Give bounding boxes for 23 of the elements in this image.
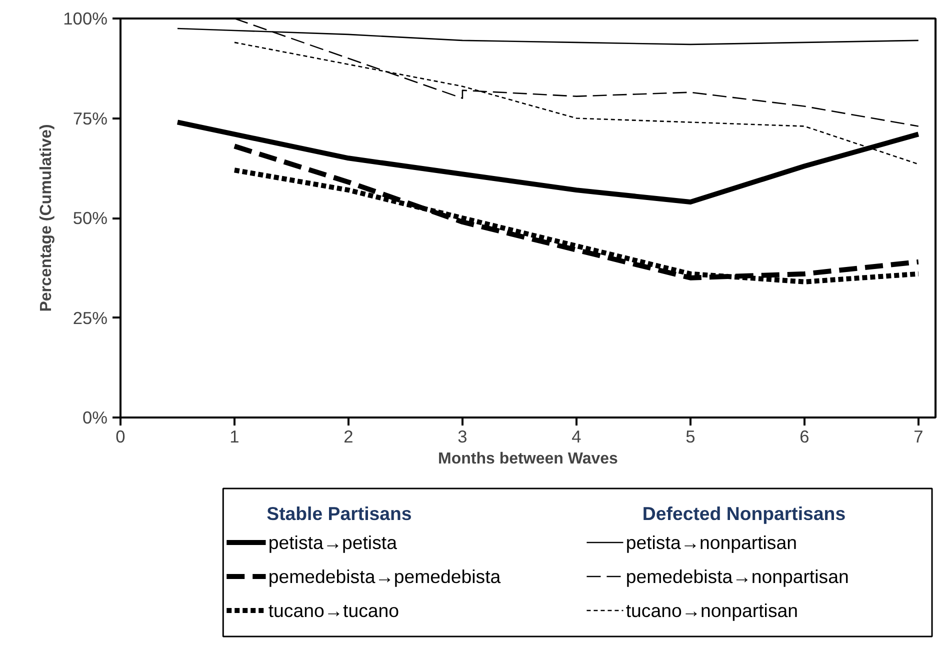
- text: Stable Partisans: [266, 503, 412, 524]
- y-tick-label: 25%: [72, 308, 108, 328]
- text: Defected Nonpartisans: [642, 503, 846, 524]
- y-tick-label: 100%: [63, 8, 108, 28]
- x-tick-label: 2: [344, 426, 354, 446]
- y-axis-title: Percentage (Cumulative): [38, 124, 56, 312]
- y-tick-label: 0%: [82, 408, 108, 428]
- legend-label: tucano→nonpartisan: [626, 600, 798, 621]
- legend-label: petista→petista: [268, 532, 398, 553]
- legend-label: petista→nonpartisan: [626, 532, 797, 553]
- y-tick-label: 75%: [72, 108, 108, 128]
- x-tick-label: 7: [914, 426, 924, 446]
- x-tick-label: 5: [686, 426, 696, 446]
- y-tick-label: 50%: [72, 208, 108, 228]
- x-axis-title: Months between Waves: [438, 450, 618, 468]
- x-tick-label: 1: [230, 426, 240, 446]
- x-tick-label: 0: [116, 426, 126, 446]
- legend-label: tucano→tucano: [268, 600, 400, 621]
- legend-label: pemedebista→pemedebista: [268, 566, 502, 587]
- legend-label: pemedebista→nonpartisan: [626, 566, 849, 587]
- x-tick-label: 3: [458, 426, 468, 446]
- x-tick-label: 6: [800, 426, 810, 446]
- x-tick-label: 4: [572, 426, 582, 446]
